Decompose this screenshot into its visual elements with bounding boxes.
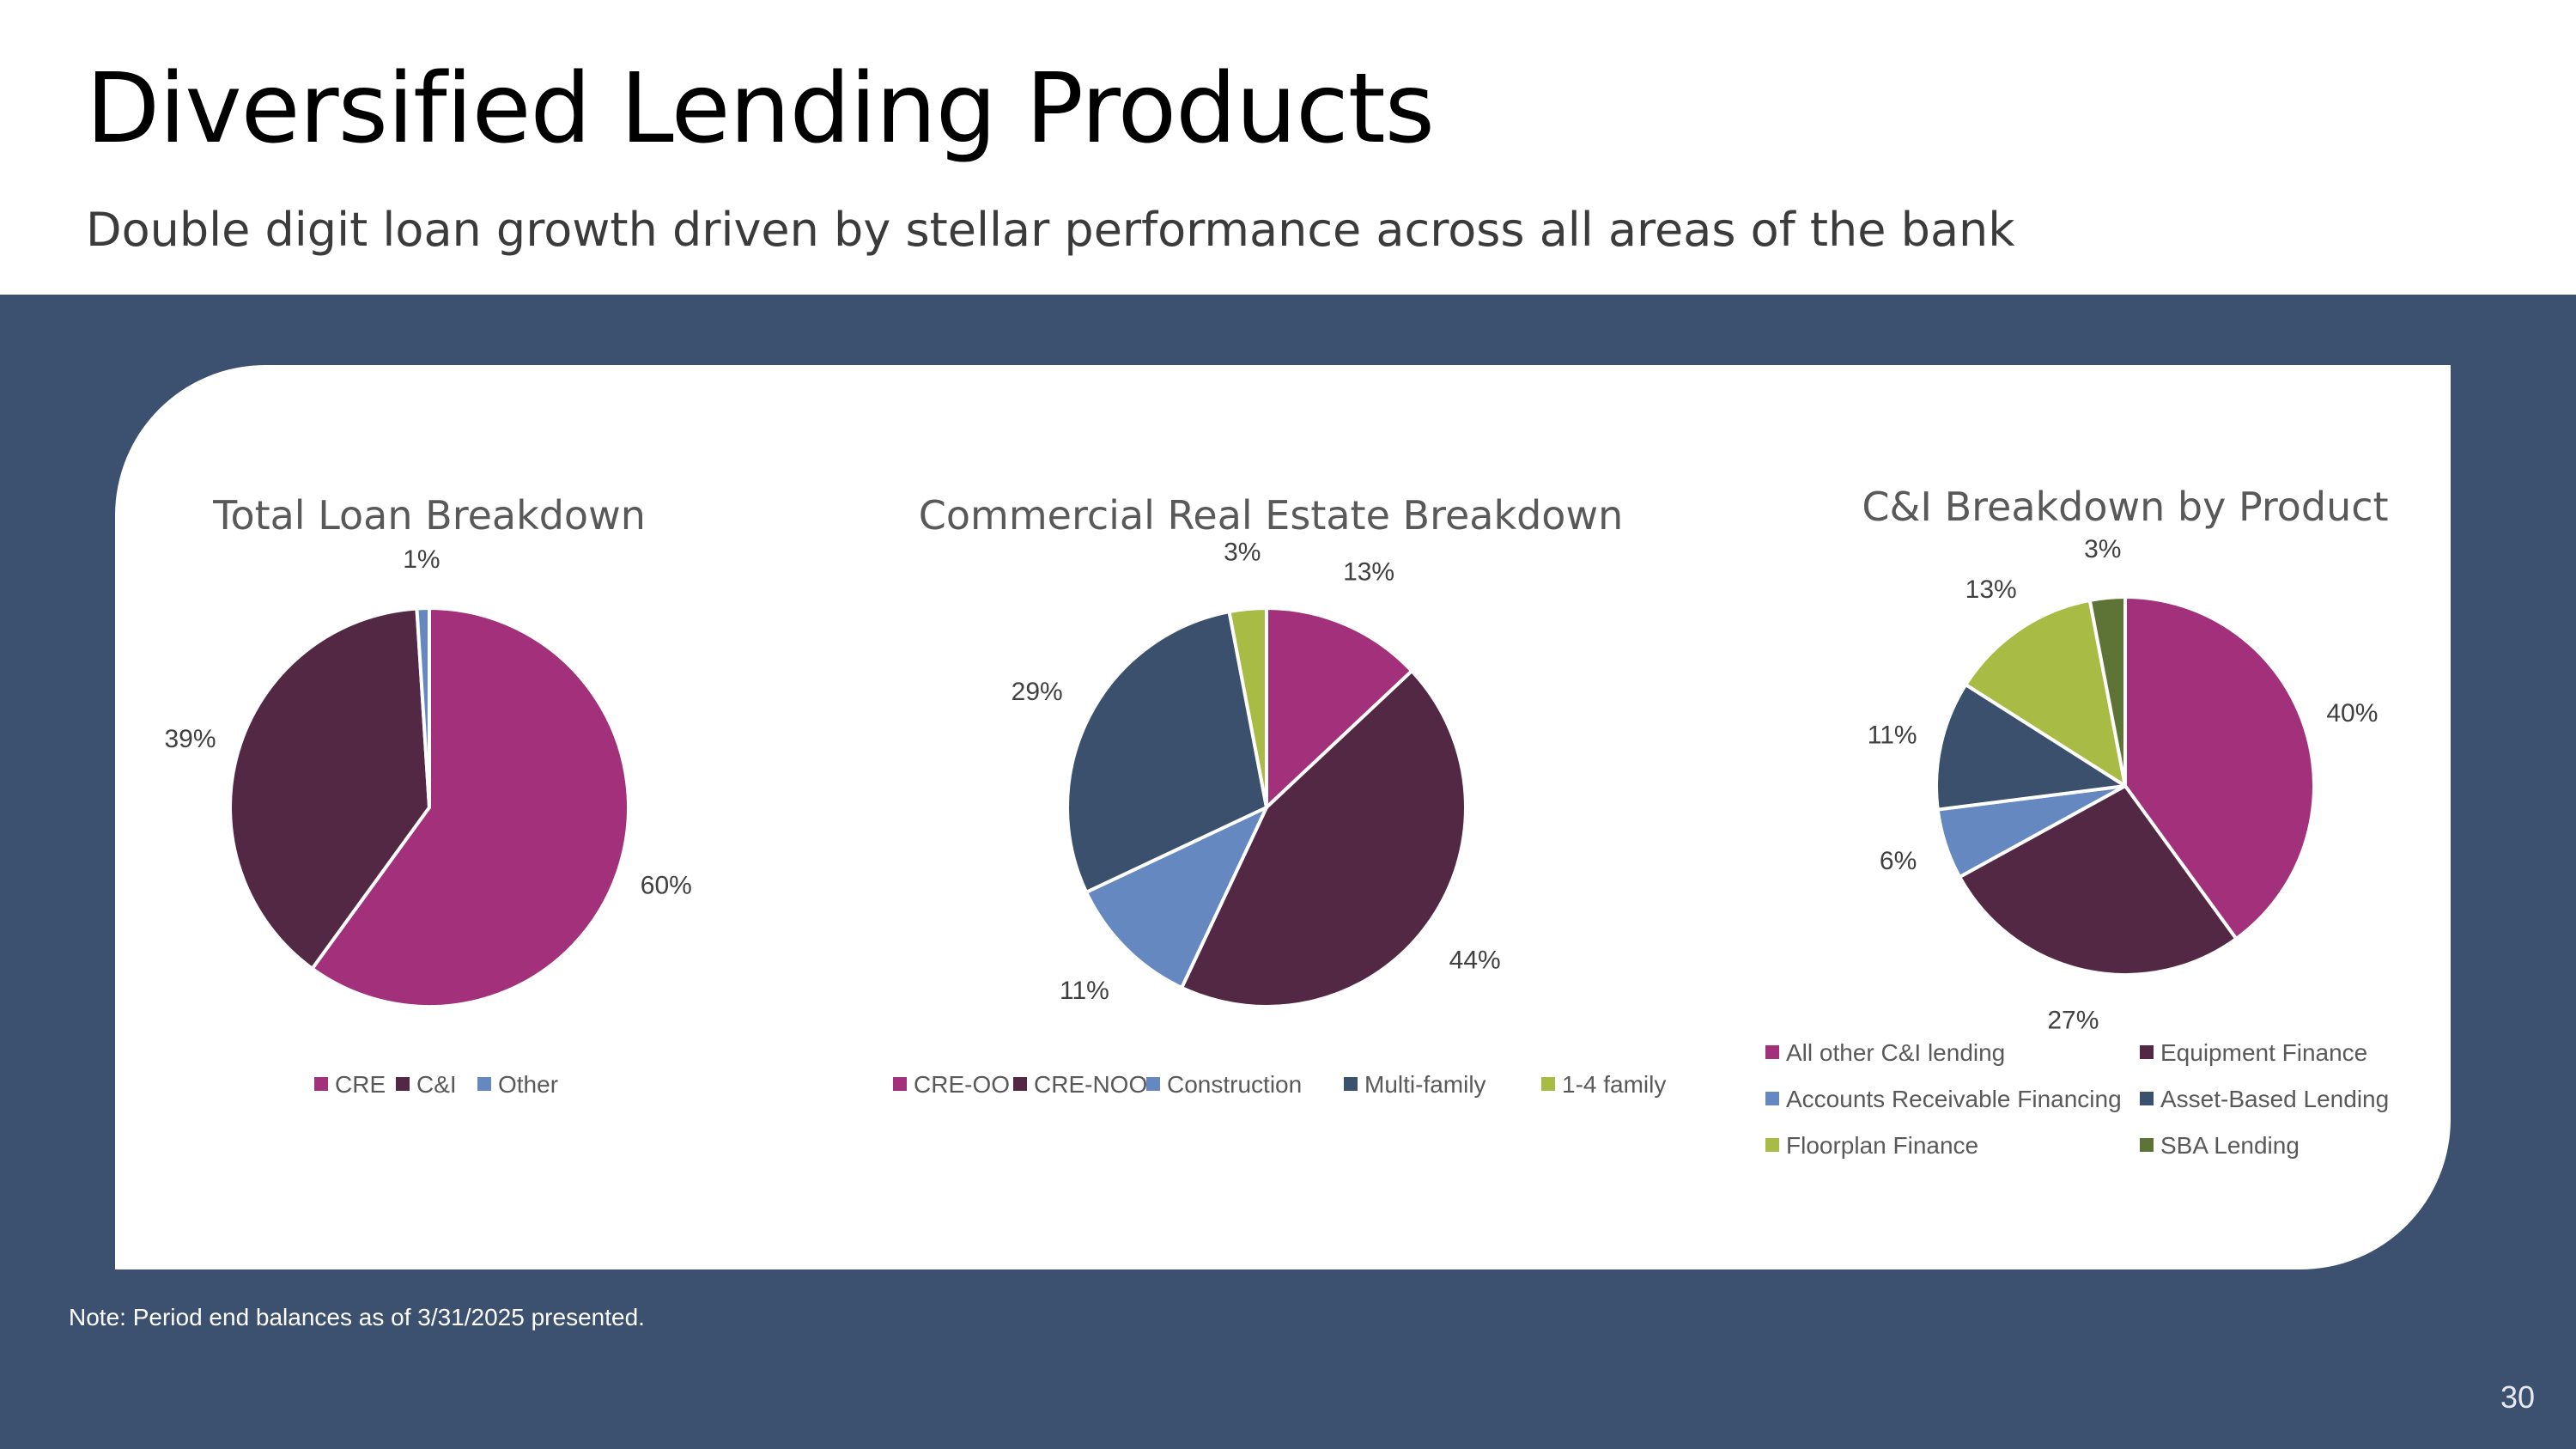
pie-slice-candi: [228, 606, 431, 971]
data-label-cre-oo: 13%: [1343, 558, 1394, 587]
data-label-multi-family: 29%: [1012, 678, 1063, 706]
legend-label: Multi-family: [1364, 1071, 1486, 1098]
chart-title: C&I Breakdown by Product: [1862, 484, 2388, 530]
legend-swatch: [1541, 1077, 1555, 1091]
legend-item-candi: C&I: [396, 1071, 457, 1098]
legend-swatch: [1765, 1092, 1779, 1105]
legend-swatch: [1765, 1045, 1779, 1059]
legend-item-1-4-family: 1-4 family: [1541, 1071, 1666, 1098]
legend-label: Construction: [1167, 1071, 1302, 1098]
legend-swatch: [314, 1077, 328, 1091]
data-label-all-other-candi-lending: 40%: [2326, 699, 2378, 728]
pie-slice-other: [415, 606, 431, 809]
legend-item-cre-oo: CRE-OO: [893, 1071, 1010, 1098]
chart-title: Commercial Real Estate Breakdown: [919, 492, 1623, 539]
legend-label: Asset-Based Lending: [2160, 1086, 2389, 1112]
cre-breakdown-pie-chart: Commercial Real Estate Breakdown 13% 44% 11…: [867, 481, 1683, 1117]
page-subtitle: Double digit loan growth driven by stell…: [86, 203, 2015, 257]
legend-swatch: [1013, 1077, 1027, 1091]
legend-item-all-other-candi-lending: All other C&I lending: [1765, 1039, 2005, 1066]
pie-slice-asset-based-lending: [1935, 683, 2127, 812]
pie-slice-cre: [310, 606, 630, 1008]
legend-label: Other: [498, 1071, 558, 1098]
legend-item-cre: CRE: [314, 1071, 386, 1098]
data-label-equipment-finance: 27%: [2047, 1006, 2099, 1034]
legend-label: All other C&I lending: [1786, 1039, 2005, 1066]
legend-swatch: [1146, 1077, 1160, 1091]
legend-label: 1-4 family: [1562, 1071, 1666, 1098]
legend-item-equipment-finance: Equipment Finance: [2140, 1039, 2367, 1066]
legend-swatch: [893, 1077, 907, 1091]
pie-svg: Total Loan Breakdown 60% 39% 1% CRE C&I Other: [164, 492, 692, 1098]
data-label-sba-lending: 3%: [2084, 535, 2121, 563]
data-label-candi: 39%: [164, 725, 216, 753]
legend-swatch: [2140, 1045, 2154, 1059]
legend-label: Floorplan Finance: [1786, 1132, 1978, 1159]
legend-label: SBA Lending: [2160, 1132, 2300, 1159]
data-label-accounts-receivable-financing: 6%: [1880, 847, 1917, 875]
legend-swatch: [396, 1077, 410, 1091]
pie-slice-all-other-candi-lending: [2123, 595, 2316, 941]
pie-svg: Commercial Real Estate Breakdown 13% 44% 11…: [893, 492, 1666, 1098]
legend-swatch: [477, 1077, 491, 1091]
legend-swatch: [1765, 1138, 1779, 1152]
pie-slice-cre-noo: [1180, 669, 1467, 1008]
legend-swatch: [1344, 1077, 1358, 1091]
ci-breakdown-pie-chart: C&I Breakdown by Product 40% 27% 6% 11% 13% 3%…: [1752, 472, 2439, 1177]
legend-item-multi-family: Multi-family: [1344, 1071, 1486, 1098]
pie-slice-multi-family: [1066, 610, 1268, 894]
legend-label: CRE: [335, 1071, 386, 1098]
data-label-cre: 60%: [641, 872, 692, 900]
pie-slice-equipment-finance: [1958, 784, 2239, 977]
legend-item-construction: Construction: [1146, 1071, 1302, 1098]
legend-label: CRE-OO: [914, 1071, 1010, 1098]
legend-item-asset-based-lending: Asset-Based Lending: [2140, 1086, 2389, 1112]
pie-slice-1-4-family: [1227, 606, 1268, 809]
legend-label: CRE-NOO: [1034, 1071, 1147, 1098]
pie-slice-floorplan-finance: [1964, 598, 2127, 788]
data-label-construction: 11%: [1060, 977, 1109, 1005]
pie-slice-construction: [1084, 806, 1268, 989]
legend-swatch: [2140, 1138, 2154, 1152]
legend-item-floorplan-finance: Floorplan Finance: [1765, 1132, 1978, 1159]
pie-slice-sba-lending: [2087, 595, 2127, 788]
chart-title: Total Loan Breakdown: [212, 492, 646, 539]
legend-swatch: [2140, 1092, 2154, 1105]
pie-svg: C&I Breakdown by Product 40% 27% 6% 11% 13% 3%…: [1765, 484, 2389, 1159]
data-label-floorplan-finance: 13%: [1965, 575, 2017, 604]
data-label-1-4-family: 3%: [1224, 538, 1261, 566]
legend-item-cre-noo: CRE-NOO: [1013, 1071, 1147, 1098]
total-loan-pie-chart: Total Loan Breakdown 60% 39% 1% CRE C&I Other: [163, 481, 696, 1117]
legend-label: Equipment Finance: [2160, 1039, 2367, 1066]
footnote: Note: Period end balances as of 3/31/202…: [69, 1304, 645, 1330]
legend-item-accounts-receivable-financing: Accounts Receivable Financing: [1765, 1086, 2122, 1112]
page-title: Diversified Lending Products: [86, 53, 1435, 165]
page-number: 30: [2500, 1379, 2535, 1415]
data-label-asset-based-lending: 11%: [1868, 721, 1917, 749]
legend-item-other: Other: [477, 1071, 558, 1098]
pie-slice-cre-oo: [1265, 606, 1414, 809]
legend-item-sba-lending: SBA Lending: [2140, 1132, 2300, 1159]
data-label-other: 1%: [403, 545, 440, 574]
legend-label: C&I: [416, 1071, 457, 1098]
legend-label: Accounts Receivable Financing: [1786, 1086, 2122, 1112]
data-label-cre-noo: 44%: [1449, 946, 1501, 974]
